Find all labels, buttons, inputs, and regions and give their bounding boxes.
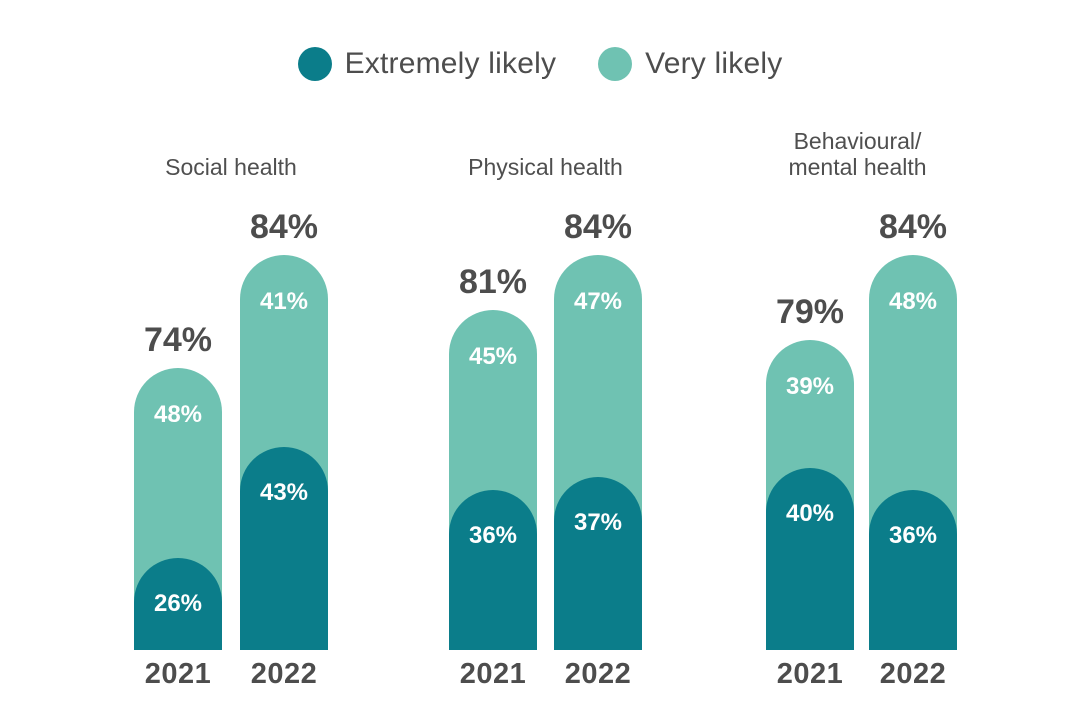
bar-social-health-2021: 74% 48% 26% 2021: [134, 321, 222, 690]
year-axis-label: 2022: [250, 658, 318, 690]
very-likely-value-label: 39%: [785, 373, 835, 400]
group-title-social-health: Social health: [165, 154, 297, 180]
year-axis-label: 2022: [879, 658, 947, 690]
extremely-likely-value-label: 36%: [468, 522, 518, 549]
total-value-label: 74%: [143, 321, 213, 359]
total-value-label: 81%: [458, 263, 528, 301]
legend-item-very-likely: Very likely: [598, 47, 782, 81]
group-title-behavioural-mental-health: Behavioural/ mental health: [788, 128, 927, 180]
extremely-likely-value-label: 43%: [259, 479, 309, 506]
year-axis-label: 2022: [564, 658, 632, 690]
bar-behavioural-mental-health-2022: 84% 48% 36% 2022: [869, 208, 957, 690]
extremely-likely-value-label: 26%: [153, 590, 203, 617]
very-likely-value-label: 47%: [573, 288, 623, 315]
bar-physical-health-2022: 84% 47% 37% 2022: [554, 208, 642, 690]
extremely-likely-segment: 36%: [449, 490, 537, 650]
total-value-label: 79%: [775, 293, 845, 331]
chart-legend: Extremely likely Very likely: [0, 47, 1080, 81]
legend-label-extremely-likely: Extremely likely: [344, 47, 557, 80]
legend-item-extremely-likely: Extremely likely: [297, 47, 557, 81]
group-title-physical-health: Physical health: [468, 154, 623, 180]
extremely-likely-segment: 43%: [240, 447, 328, 650]
total-value-label: 84%: [878, 208, 948, 246]
very-likely-value-label: 48%: [153, 401, 203, 428]
legend-label-very-likely: Very likely: [645, 47, 783, 80]
extremely-likely-segment: 26%: [134, 558, 222, 650]
bar-physical-health-2021: 81% 45% 36% 2021: [449, 263, 537, 690]
year-axis-label: 2021: [144, 658, 212, 690]
very-likely-swatch-icon: [598, 47, 633, 81]
extremely-likely-segment: 40%: [766, 468, 854, 650]
extremely-likely-segment: 36%: [869, 490, 957, 650]
very-likely-value-label: 48%: [888, 288, 938, 315]
extremely-likely-segment: 37%: [554, 477, 642, 650]
total-value-label: 84%: [563, 208, 633, 246]
total-value-label: 84%: [249, 208, 319, 246]
year-axis-label: 2021: [776, 658, 844, 690]
bar-social-health-2022: 84% 41% 43% 2022: [240, 208, 328, 690]
extremely-likely-value-label: 37%: [573, 509, 623, 536]
year-axis-label: 2021: [459, 658, 527, 690]
extremely-likely-value-label: 36%: [888, 522, 938, 549]
extremely-likely-value-label: 40%: [785, 500, 835, 527]
very-likely-value-label: 45%: [468, 343, 518, 370]
extremely-likely-swatch-icon: [297, 47, 332, 81]
bar-behavioural-mental-health-2021: 79% 39% 40% 2021: [766, 293, 854, 690]
very-likely-value-label: 41%: [259, 288, 309, 315]
